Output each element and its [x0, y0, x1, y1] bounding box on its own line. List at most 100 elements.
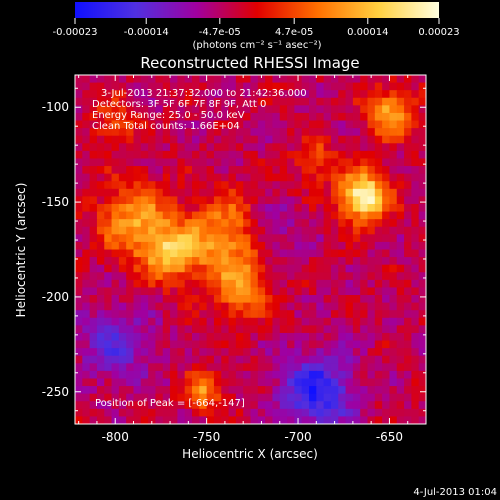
heatmap-cell — [221, 143, 230, 152]
heatmap-cell — [316, 241, 325, 250]
heatmap-cell — [265, 386, 273, 395]
heatmap-cell — [360, 378, 368, 387]
heatmap-cell — [418, 196, 426, 205]
heatmap-cell — [206, 158, 215, 167]
heatmap-cell — [199, 241, 208, 250]
heatmap-cell — [272, 97, 281, 106]
heatmap-cell — [192, 97, 200, 106]
heatmap-cell — [382, 378, 390, 387]
peak-position-label: Position of Peak = [-664,-147] — [95, 398, 245, 409]
heatmap-cell — [111, 211, 120, 220]
heatmap-cell — [360, 105, 368, 114]
heatmap-cell — [330, 408, 339, 417]
heatmap-cell — [221, 348, 230, 357]
heatmap-cell — [126, 128, 134, 137]
heatmap-cell — [82, 272, 91, 281]
heatmap-cell — [345, 120, 354, 129]
annotation-line: Clean Total counts: 1.66E+04 — [92, 121, 240, 132]
heatmap-cell — [374, 181, 383, 190]
heatmap-cell — [418, 249, 426, 258]
heatmap-cell — [404, 332, 412, 342]
heatmap-cell — [404, 302, 412, 311]
heatmap-cell — [294, 219, 303, 228]
heatmap-cell — [148, 272, 156, 281]
heatmap-cell — [155, 386, 164, 395]
heatmap-cell — [418, 325, 426, 334]
heatmap-cell — [89, 188, 98, 197]
heatmap-cell — [345, 355, 354, 364]
heatmap-cell — [352, 325, 361, 334]
heatmap-cell — [126, 226, 134, 235]
heatmap-cell — [250, 393, 259, 402]
heatmap-cell — [89, 287, 98, 296]
heatmap-cell — [199, 143, 208, 152]
heatmap-cell — [140, 173, 149, 182]
heatmap-cell — [404, 226, 412, 235]
heatmap-cell — [257, 226, 266, 235]
heatmap-cell — [221, 120, 230, 129]
heatmap-cell — [177, 181, 186, 190]
heatmap-cell — [265, 348, 273, 357]
heatmap-cell — [82, 158, 91, 167]
heatmap-cell — [170, 181, 178, 190]
heatmap-cell — [396, 363, 405, 372]
heatmap-cell — [192, 120, 200, 129]
heatmap-cell — [126, 158, 134, 167]
heatmap-cell — [279, 348, 288, 357]
annotation-line: 3-Jul-2013 21:37:32.000 to 21:42:36.000 — [101, 88, 307, 99]
heatmap-cell — [89, 211, 98, 220]
heatmap-cell — [155, 203, 164, 213]
heatmap-cell — [272, 257, 281, 266]
heatmap-cell — [382, 401, 390, 410]
heatmap-cell — [257, 393, 266, 402]
heatmap-cell — [133, 234, 142, 243]
heatmap-cell — [118, 295, 127, 304]
heatmap-cell — [345, 317, 354, 326]
heatmap-cell — [82, 150, 91, 159]
heatmap-cell — [89, 302, 98, 311]
heatmap-cell — [257, 355, 266, 364]
heatmap-cell — [206, 302, 215, 311]
heatmap-cell — [199, 173, 208, 182]
heatmap-cell — [104, 211, 113, 220]
heatmap-cell — [162, 135, 171, 144]
heatmap-cell — [184, 272, 193, 281]
heatmap-cell — [192, 355, 200, 364]
heatmap-cell — [221, 370, 230, 379]
heatmap-cell — [155, 219, 164, 228]
heatmap-cell — [111, 181, 120, 190]
heatmap-cell — [228, 90, 237, 99]
heatmap-cell — [360, 302, 368, 311]
heatmap-cell — [345, 302, 354, 311]
heatmap-cell — [104, 386, 113, 395]
heatmap-cell — [265, 325, 273, 334]
heatmap-cell — [360, 348, 368, 357]
heatmap-cell — [126, 378, 134, 387]
heatmap-cell — [309, 173, 317, 182]
heatmap-cell — [148, 82, 156, 91]
heatmap-cell — [155, 393, 164, 402]
heatmap-cell — [250, 90, 259, 99]
heatmap-cell — [118, 135, 127, 144]
heatmap-cell — [287, 279, 295, 288]
heatmap-cell — [330, 234, 339, 243]
heatmap-cell — [257, 196, 266, 205]
heatmap-cell — [199, 325, 208, 334]
heatmap-cell — [352, 257, 361, 266]
heatmap-cell — [338, 249, 347, 258]
heatmap-cell — [133, 302, 142, 311]
heatmap-cell — [272, 401, 281, 410]
heatmap-cell — [162, 355, 171, 364]
heatmap-cell — [104, 302, 113, 311]
heatmap-cell — [272, 295, 281, 304]
heatmap-cell — [316, 310, 325, 319]
heatmap-cell — [126, 287, 134, 296]
heatmap-cell — [243, 355, 251, 364]
heatmap-cell — [257, 272, 266, 281]
heatmap-cell — [411, 279, 420, 288]
heatmap-cell — [96, 97, 105, 106]
heatmap-cell — [104, 378, 113, 387]
heatmap-cell — [279, 219, 288, 228]
heatmap-cell — [316, 181, 325, 190]
heatmap-cell — [184, 249, 193, 258]
